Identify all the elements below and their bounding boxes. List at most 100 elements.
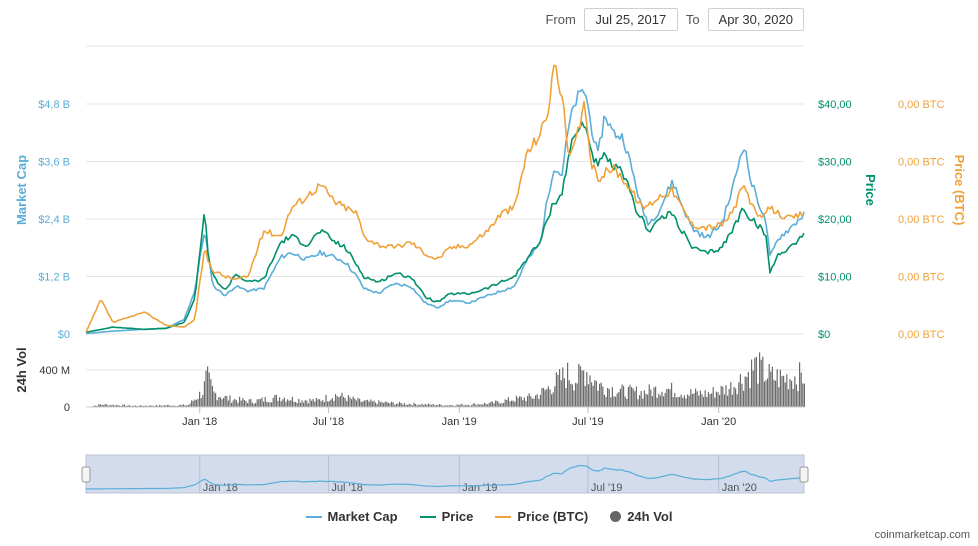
volume-bar <box>595 381 597 407</box>
volume-bar <box>637 399 639 407</box>
volume-bar <box>490 401 492 407</box>
volume-bar <box>186 405 188 407</box>
volume-bar <box>122 404 124 407</box>
volume-bar <box>397 403 399 407</box>
volume-bar <box>699 390 701 407</box>
volume-bar <box>562 367 564 407</box>
volume-bar <box>263 401 265 407</box>
credit-link[interactable]: coinmarketcap.com <box>874 529 970 541</box>
volume-bar <box>287 399 289 407</box>
volume-bar <box>752 370 754 407</box>
to-label: To <box>685 12 700 27</box>
volume-bar <box>475 405 477 407</box>
navigator-right-handle[interactable] <box>799 466 809 483</box>
x-tick-label: Jul '18 <box>313 416 344 428</box>
volume-bar <box>95 405 97 407</box>
volume-bar <box>235 400 237 407</box>
volume-bar <box>160 405 162 407</box>
volume-bar <box>242 398 244 407</box>
volume-bar <box>784 382 786 407</box>
volume-bar <box>536 394 538 407</box>
volume-bar <box>199 391 201 407</box>
volume-bar <box>551 394 553 407</box>
volume-bar <box>739 374 741 407</box>
volume-bar <box>106 404 108 407</box>
legend-item-volume[interactable]: 24h Vol <box>610 509 672 524</box>
volume-bar <box>619 388 621 407</box>
volume-bar <box>423 405 425 407</box>
volume-bar <box>211 385 213 407</box>
volume-bar <box>155 404 157 407</box>
x-tick-label: Jan '18 <box>182 416 217 428</box>
volume-bar <box>304 400 306 407</box>
volume-bar <box>319 399 321 407</box>
volume-bar <box>135 405 137 407</box>
volume-bar <box>690 389 692 407</box>
volume-bar <box>616 393 618 407</box>
volume-bar <box>720 385 722 407</box>
volume-bar <box>533 398 535 407</box>
volume-bar <box>240 400 242 407</box>
volume-bar <box>234 398 236 407</box>
volume-bar <box>415 404 417 407</box>
volume-bar <box>392 402 394 407</box>
volume-bar <box>706 397 708 407</box>
volume-bar <box>479 404 481 407</box>
volume-bar <box>115 404 117 407</box>
navigator-selection[interactable] <box>85 454 805 494</box>
volume-bar <box>183 404 185 407</box>
volume-bar <box>301 400 303 407</box>
volume-bar <box>255 402 257 407</box>
volume-bar <box>282 399 284 407</box>
volume-bar <box>791 380 793 407</box>
volume-bar <box>651 396 653 407</box>
volume-bar <box>383 403 385 407</box>
volume-bar <box>317 399 319 407</box>
volume-bar <box>139 405 141 407</box>
x-tick-label: Jul '19 <box>572 416 603 428</box>
volume-bar <box>243 400 245 407</box>
legend-item-price[interactable]: Price <box>419 509 473 524</box>
volume-bar <box>749 388 751 407</box>
volume-bar <box>546 389 548 407</box>
volume-bar <box>621 384 623 407</box>
volume-bar <box>667 388 669 407</box>
volume-bar <box>771 366 773 407</box>
volume-bar <box>608 388 610 407</box>
volume-bar <box>250 399 252 407</box>
navigator-tick-label: Jul '19 <box>591 482 622 494</box>
navigator-left-handle[interactable] <box>81 466 91 483</box>
from-date-input[interactable]: Jul 25, 2017 <box>583 8 678 31</box>
volume-bar <box>320 401 322 407</box>
volume-bar <box>507 397 509 407</box>
volume-bar <box>349 397 351 407</box>
x-tick-label: Jan '20 <box>701 416 736 428</box>
volume-bar <box>173 405 175 407</box>
volume-bar <box>714 397 716 407</box>
volume-bar <box>440 404 442 407</box>
volume-bar <box>365 400 367 407</box>
volume-bar <box>226 396 228 407</box>
legend-item-price-btc[interactable]: Price (BTC) <box>495 509 588 524</box>
volume-bar <box>351 399 353 407</box>
volume-bar <box>666 389 668 407</box>
volume-bar <box>767 378 769 407</box>
to-date-input[interactable]: Apr 30, 2020 <box>707 8 804 31</box>
volume-bar <box>418 404 420 407</box>
volume-bar <box>245 400 247 407</box>
legend-item-market-cap[interactable]: Market Cap <box>305 509 398 524</box>
range-navigator[interactable]: Jan '18 Jul '18 Jan '19 Jul '19 Jan '20 <box>81 454 809 494</box>
volume-bar <box>207 366 209 407</box>
volume-bar <box>213 391 215 407</box>
volume-bar <box>455 405 457 407</box>
volume-bar <box>792 388 794 407</box>
volume-bar <box>179 404 181 407</box>
volume-bar <box>483 402 485 407</box>
volume-bar <box>429 404 431 407</box>
market-cap-tick-label: $4,8 B <box>38 99 70 111</box>
volume-bar <box>285 401 287 407</box>
volume-bar <box>515 395 517 407</box>
price-tick-label: $20,00 <box>818 214 852 226</box>
volume-bar <box>210 379 212 407</box>
volume-bar <box>544 390 546 407</box>
